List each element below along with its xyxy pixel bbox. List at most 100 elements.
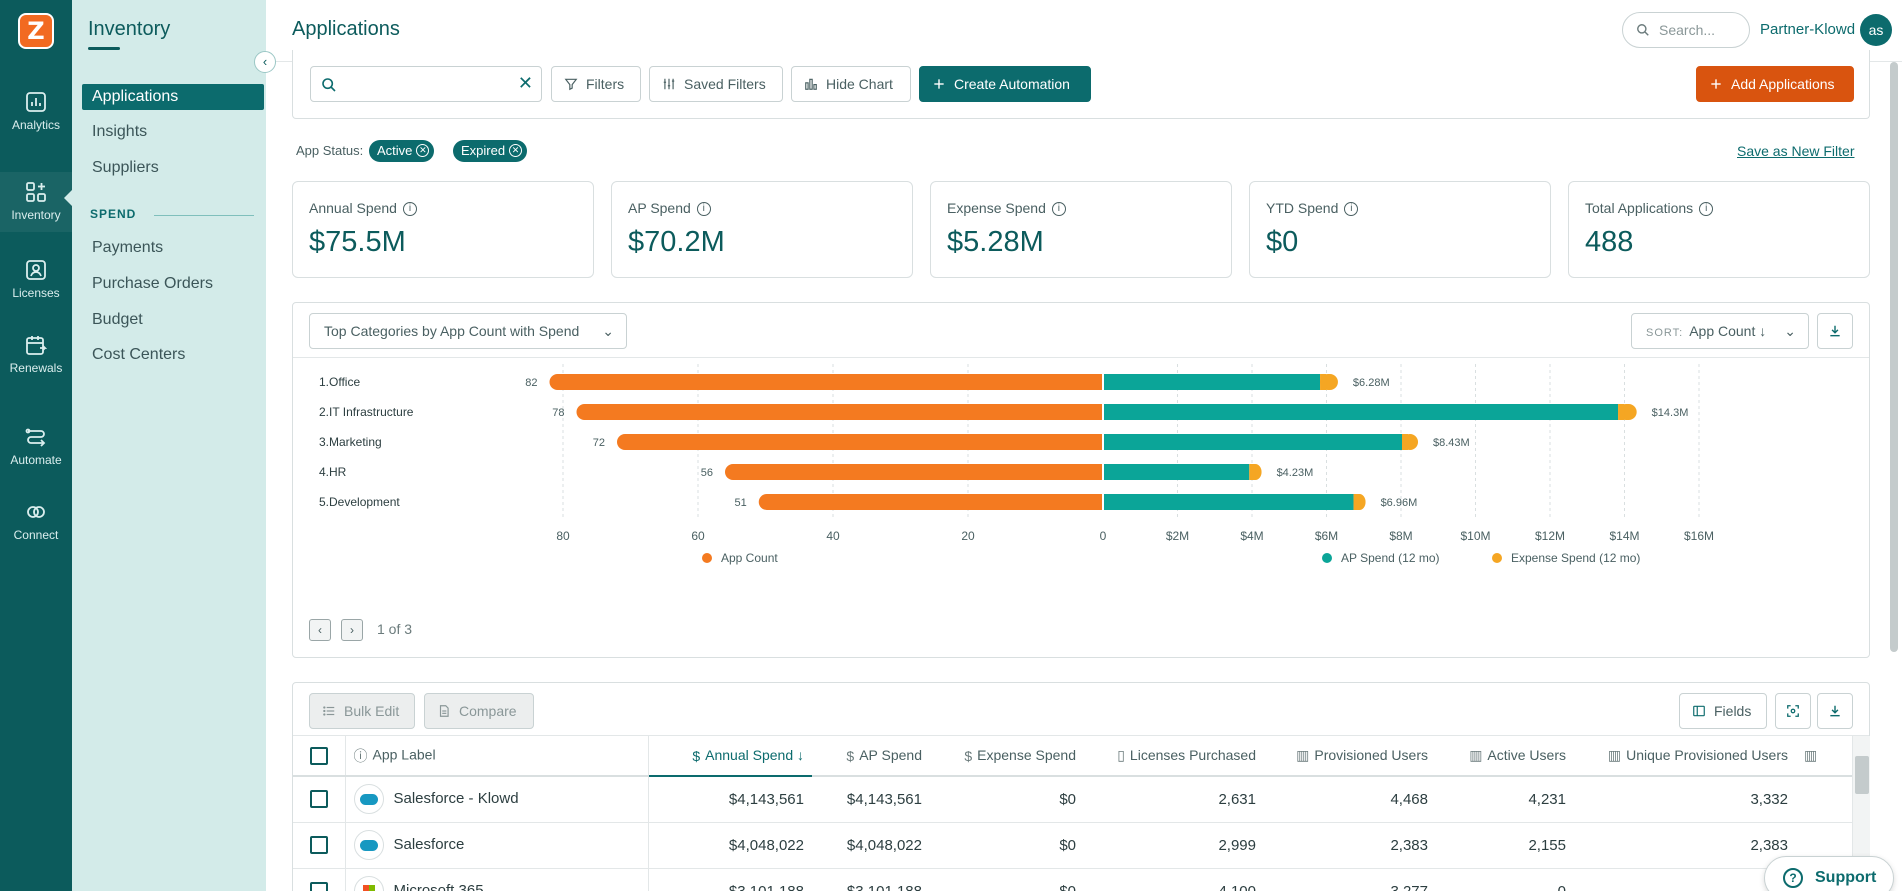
sub-nav-item-cost-centers[interactable]: Cost Centers xyxy=(92,346,186,363)
app-label-cell[interactable]: Microsoft 365 xyxy=(345,868,649,891)
bar-app-count xyxy=(617,434,1103,450)
select-all-header xyxy=(293,736,346,777)
col-header-unique-provisioned-users[interactable]: ▥ Unique Provisioned Users xyxy=(1574,736,1796,777)
page-scrollbar-thumb[interactable] xyxy=(1890,62,1898,652)
expand-table-button[interactable] xyxy=(1775,693,1811,729)
rail-item-connect[interactable]: Connect xyxy=(0,500,72,542)
col-header-active-users[interactable]: ▥ Active Users xyxy=(1436,736,1574,777)
sub-nav-item-insights[interactable]: Insights xyxy=(92,123,148,140)
global-search-input[interactable]: Search... xyxy=(1622,12,1750,48)
kpi-label: AP Spend i xyxy=(628,200,711,217)
avatar[interactable]: as xyxy=(1860,14,1892,46)
hide-chart-button[interactable]: Hide Chart xyxy=(791,66,911,102)
col-header-ap-spend[interactable]: $ AP Spend xyxy=(812,736,930,777)
clear-search-icon[interactable]: ✕ xyxy=(517,73,533,93)
select-all-checkbox[interactable] xyxy=(309,746,328,765)
bar-ap-spend xyxy=(1104,494,1354,510)
legend-label: AP Spend (12 mo) xyxy=(1341,551,1440,565)
info-icon[interactable]: i xyxy=(402,202,417,217)
chart-prev-page-button[interactable]: ‹ xyxy=(309,619,331,641)
chart-type-select[interactable]: Top Categories by App Count with Spend ⌄ xyxy=(309,313,627,349)
table-download-button[interactable] xyxy=(1817,693,1853,729)
app-name[interactable]: Salesforce - Klowd xyxy=(393,790,519,808)
data-label-app-count: 82 xyxy=(525,377,537,389)
sub-nav-item-payments[interactable]: Payments xyxy=(92,239,164,256)
kpi-value: $0 xyxy=(1266,226,1299,258)
x-tick-label: 40 xyxy=(826,529,840,543)
x-tick-label: $12M xyxy=(1535,529,1565,543)
chart-type-select-label: Top Categories by App Count with Spend xyxy=(324,323,580,339)
chart-next-page-button[interactable]: › xyxy=(341,619,363,641)
chart-page-indicator: 1 of 3 xyxy=(377,621,413,637)
info-icon[interactable]: i xyxy=(1699,202,1714,217)
sub-nav-item-suppliers[interactable]: Suppliers xyxy=(92,159,159,176)
col-header-more[interactable]: ▥ xyxy=(1796,736,1853,777)
sub-nav-item-purchase-orders[interactable]: Purchase Orders xyxy=(92,275,213,292)
list-icon xyxy=(323,706,335,716)
provisioned-users-cell: 4,468 xyxy=(1264,776,1436,823)
more-cell xyxy=(1796,776,1853,823)
filters-button[interactable]: Filters xyxy=(551,66,641,102)
rail-item-licenses[interactable]: Licenses xyxy=(0,258,72,300)
chip-active[interactable]: Active ✕ xyxy=(369,140,435,162)
saved-filters-button[interactable]: Saved Filters xyxy=(649,66,783,102)
info-icon[interactable]: i xyxy=(696,202,711,217)
info-icon[interactable]: i xyxy=(1051,202,1066,217)
row-select-cell xyxy=(293,868,346,891)
rail-item-analytics[interactable]: Analytics xyxy=(0,90,72,132)
table-row[interactable]: Salesforce - Klowd $4,143,561 $4,143,561… xyxy=(293,776,1853,823)
kpi-label: YTD Spend i xyxy=(1266,200,1359,217)
col-header-provisioned-users[interactable]: ▥ Provisioned Users xyxy=(1264,736,1436,777)
table-row[interactable]: Salesforce $4,048,022 $4,048,022 $0 2,99… xyxy=(293,822,1853,869)
rail-item-renewals[interactable]: Renewals xyxy=(0,333,72,375)
legend-swatch xyxy=(1322,553,1332,563)
app-name[interactable]: Salesforce xyxy=(393,835,465,853)
chevron-down-icon: ⌄ xyxy=(1784,323,1796,339)
sub-nav-item-budget[interactable]: Budget xyxy=(92,311,143,328)
rail-item-inventory[interactable]: Inventory xyxy=(0,172,72,232)
table-row[interactable]: Microsoft 365 $3,101,188 $3,101,188 $0 4… xyxy=(293,868,1853,891)
add-applications-button[interactable]: Add Applications xyxy=(1696,66,1854,102)
create-automation-button[interactable]: Create Automation xyxy=(919,66,1091,102)
info-icon[interactable]: i xyxy=(1344,202,1359,217)
table-scrollbar[interactable] xyxy=(1852,736,1870,891)
col-header-expense-spend[interactable]: $ Expense Spend xyxy=(930,736,1084,777)
app-name[interactable]: Microsoft 365 xyxy=(393,881,484,891)
fields-button[interactable]: Fields xyxy=(1679,693,1767,729)
col-header-licenses-purchased[interactable]: ▯ Licenses Purchased xyxy=(1084,736,1264,777)
support-button[interactable]: ? Support xyxy=(1764,856,1894,891)
save-as-new-filter-link[interactable]: Save as New Filter xyxy=(1737,143,1855,159)
chart-download-button[interactable] xyxy=(1817,313,1853,349)
app-label-cell[interactable]: Salesforce xyxy=(345,822,649,869)
row-select-cell xyxy=(293,822,346,869)
page-scrollbar[interactable] xyxy=(1886,62,1902,891)
collapse-nav-button[interactable]: ‹ xyxy=(254,51,276,73)
compare-button[interactable]: Compare xyxy=(424,693,534,729)
row-checkbox[interactable] xyxy=(309,882,328,891)
sub-nav-item-applications[interactable]: Applications xyxy=(82,84,264,110)
sub-nav-underline xyxy=(88,47,120,50)
bar-expense-spend-cap xyxy=(1320,374,1327,390)
col-header-app-label[interactable]: ⓘ App Label xyxy=(345,736,649,777)
bulk-edit-button[interactable]: Bulk Edit xyxy=(309,693,415,729)
inventory-icon xyxy=(26,182,46,202)
filter-search-input[interactable]: ✕ xyxy=(310,66,542,102)
search-icon xyxy=(1637,24,1649,36)
row-checkbox[interactable] xyxy=(309,836,328,855)
sort-select[interactable]: SORT: App Count ↓ ⌄ xyxy=(1631,313,1809,349)
app-label-cell[interactable]: Salesforce - Klowd xyxy=(345,776,649,823)
rail-item-automate[interactable]: Automate xyxy=(0,425,72,467)
row-checkbox[interactable] xyxy=(309,790,328,809)
chip-expired[interactable]: Expired ✕ xyxy=(453,140,528,162)
legend-swatch xyxy=(702,553,712,563)
org-name[interactable]: Partner-Klowd xyxy=(1760,21,1856,38)
remove-chip-icon[interactable]: ✕ xyxy=(416,144,430,157)
col-header-annual-spend[interactable]: $ Annual Spend ↓ xyxy=(648,736,812,777)
remove-chip-icon[interactable]: ✕ xyxy=(509,144,523,157)
bar-ap-spend xyxy=(1104,374,1321,390)
expense-spend-cell: $0 xyxy=(930,868,1084,891)
table-scrollbar-thumb[interactable] xyxy=(1855,756,1869,794)
zylo-logo[interactable]: Z xyxy=(18,13,54,49)
active-users-cell: 4,231 xyxy=(1436,776,1574,823)
x-tick-label: $10M xyxy=(1460,529,1490,543)
